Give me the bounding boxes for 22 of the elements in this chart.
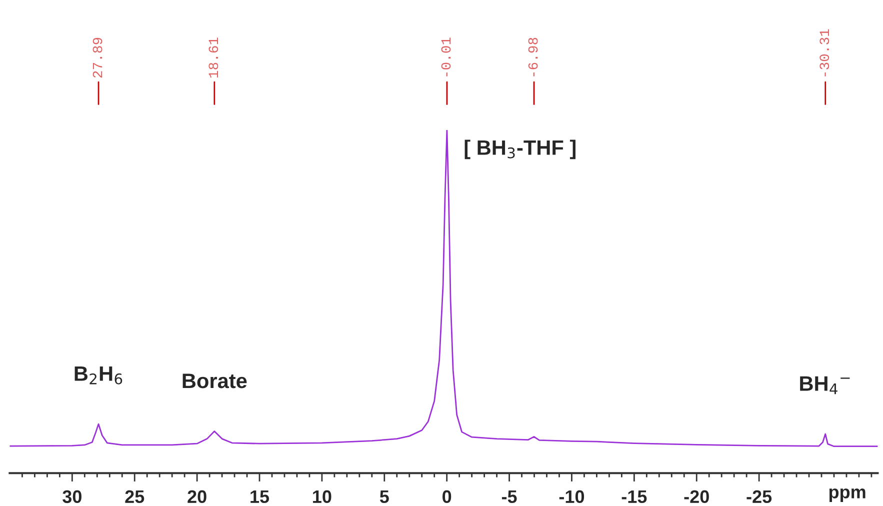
annotation: Borate [182,374,247,388]
x-tick-label: -5 [502,490,517,504]
annotation: B$_{2}$H$_{6}$ [74,366,122,384]
annotation: -6.98 [528,38,538,76]
x-tick-label: 5 [380,490,389,504]
x-tick-label: -20 [684,490,709,504]
annotation: 27.89 [92,38,102,78]
x-tick-label: -25 [746,490,772,504]
x-axis-title: ppm [829,488,866,502]
annotation: -0.01 [441,38,451,76]
x-tick-label: -15 [622,490,647,504]
x-tick-label: 10 [313,490,332,504]
annotation: [ BH$_{3}$-THF ] [464,140,576,160]
x-tick-label: 30 [62,490,82,504]
x-tick-label: 15 [250,490,270,504]
annotation: -30.31 [820,29,830,76]
x-tick-label: 0 [442,490,452,504]
x-tick-label: 20 [188,490,206,504]
annotation: 18.61 [208,38,218,78]
annotation: BH$_{4}$$^{−}$ [800,376,850,394]
x-tick-label: 25 [125,490,144,504]
x-tick-label: -10 [559,490,584,504]
